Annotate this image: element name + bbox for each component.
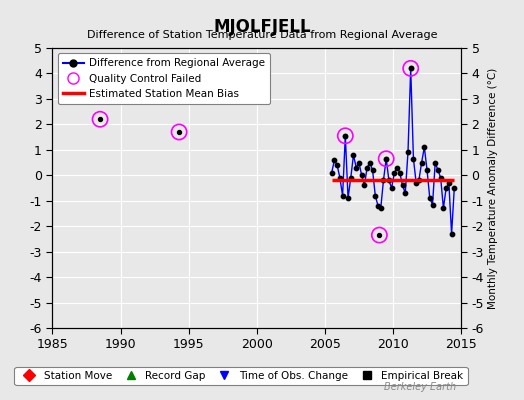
Legend: Station Move, Record Gap, Time of Obs. Change, Empirical Break: Station Move, Record Gap, Time of Obs. C… xyxy=(15,367,467,385)
Point xyxy=(341,133,350,139)
Point xyxy=(382,156,390,162)
Point xyxy=(363,164,372,171)
Point xyxy=(360,182,368,189)
Point xyxy=(439,205,447,212)
Point xyxy=(336,175,344,181)
Point xyxy=(393,164,401,171)
Point xyxy=(418,159,426,166)
Point xyxy=(366,159,374,166)
Point xyxy=(341,133,350,139)
Point xyxy=(375,232,384,238)
Point xyxy=(447,231,456,237)
Point xyxy=(341,133,350,139)
Point xyxy=(374,203,382,209)
Point xyxy=(436,175,445,181)
Point xyxy=(96,116,104,122)
Point xyxy=(450,185,458,191)
Text: Berkeley Earth: Berkeley Earth xyxy=(384,382,456,392)
Point xyxy=(385,177,393,184)
Point xyxy=(368,167,377,173)
Point xyxy=(431,159,440,166)
Point xyxy=(420,144,429,150)
Point xyxy=(375,232,384,238)
Point xyxy=(428,201,436,208)
Point xyxy=(333,162,341,168)
Point xyxy=(352,164,361,171)
Point xyxy=(407,65,415,72)
Point xyxy=(357,172,366,178)
Point xyxy=(377,205,385,212)
Point xyxy=(339,192,347,199)
Point xyxy=(396,170,404,176)
Legend: Difference from Regional Average, Quality Control Failed, Estimated Station Mean: Difference from Regional Average, Qualit… xyxy=(58,53,270,104)
Point xyxy=(390,170,399,176)
Point xyxy=(328,170,336,176)
Text: Difference of Station Temperature Data from Regional Average: Difference of Station Temperature Data f… xyxy=(87,30,437,40)
Point xyxy=(371,192,379,199)
Point xyxy=(442,185,450,191)
Point xyxy=(344,195,352,201)
Y-axis label: Monthly Temperature Anomaly Difference (°C): Monthly Temperature Anomaly Difference (… xyxy=(488,67,498,309)
Point xyxy=(96,116,104,122)
Point xyxy=(382,156,390,162)
Point xyxy=(409,156,418,162)
Point xyxy=(330,157,339,163)
Point xyxy=(423,167,431,173)
Point xyxy=(350,152,358,158)
Point xyxy=(407,65,415,72)
Point xyxy=(445,180,453,186)
Point xyxy=(382,156,390,162)
Point xyxy=(434,167,442,173)
Point xyxy=(175,129,183,135)
Point xyxy=(412,180,420,186)
Point xyxy=(401,190,409,196)
Point xyxy=(414,177,423,184)
Point xyxy=(407,65,415,72)
Point xyxy=(387,185,396,191)
Point xyxy=(346,175,355,181)
Point xyxy=(398,182,407,189)
Text: MJOLFJELL: MJOLFJELL xyxy=(213,18,311,36)
Point xyxy=(355,159,363,166)
Point xyxy=(379,177,388,184)
Point xyxy=(404,149,412,156)
Point xyxy=(425,195,434,201)
Point xyxy=(175,129,183,135)
